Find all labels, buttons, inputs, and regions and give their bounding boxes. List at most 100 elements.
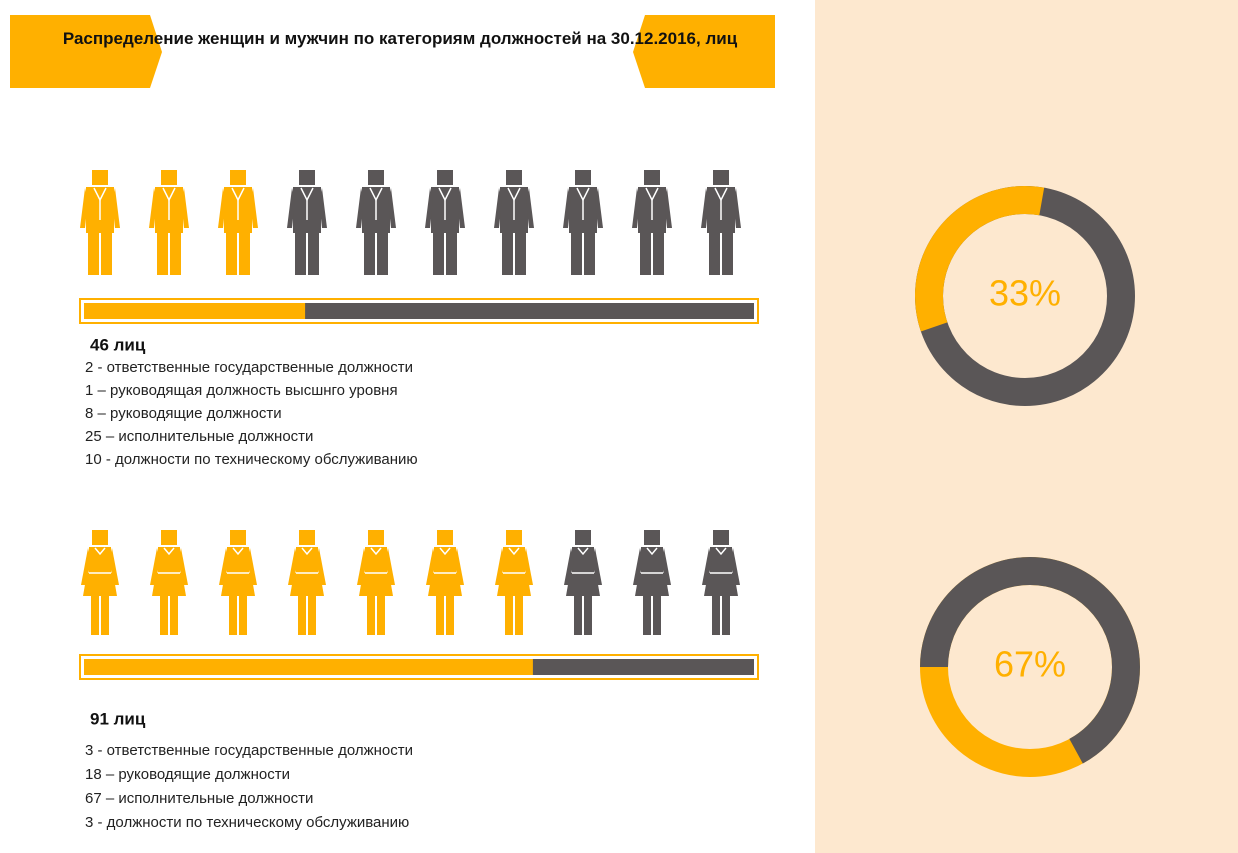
arm — [319, 188, 327, 228]
collar — [439, 547, 451, 556]
collar — [163, 547, 175, 556]
leg — [239, 233, 250, 275]
figure — [425, 170, 465, 275]
leg — [433, 233, 444, 275]
leg — [584, 233, 595, 275]
figure — [495, 530, 533, 635]
leg — [722, 233, 733, 275]
skirt — [359, 573, 393, 596]
category-line: 67 – исполнительные должности — [85, 790, 313, 807]
leg — [229, 596, 237, 635]
leg — [101, 596, 109, 635]
head — [299, 170, 315, 185]
figure — [150, 530, 188, 635]
arm — [218, 188, 226, 228]
head — [230, 170, 246, 185]
head — [575, 170, 591, 185]
arm — [316, 548, 326, 585]
category-line: 18 – руководящие должности — [85, 766, 290, 783]
leg — [640, 233, 651, 275]
leg — [170, 233, 181, 275]
leg — [226, 233, 237, 275]
figure — [564, 530, 602, 635]
figure — [357, 530, 395, 635]
torso — [296, 547, 318, 573]
arm — [388, 188, 396, 228]
figure — [218, 170, 258, 275]
arm — [632, 188, 640, 228]
arm — [112, 188, 120, 228]
arm — [356, 188, 364, 228]
arm — [80, 188, 88, 228]
skirt — [566, 573, 600, 596]
figure — [633, 530, 671, 635]
category-line: 3 - ответственные государственные должно… — [85, 742, 413, 759]
leg — [584, 596, 592, 635]
leg — [502, 233, 513, 275]
collar — [715, 547, 727, 556]
leg — [308, 233, 319, 275]
leg — [170, 596, 178, 635]
leg — [643, 596, 651, 635]
arm — [702, 548, 712, 585]
bar-fill — [84, 659, 533, 675]
skirt — [152, 573, 186, 596]
leg — [298, 596, 306, 635]
arm — [385, 548, 395, 585]
leg — [722, 596, 730, 635]
arm — [181, 188, 189, 228]
skirt — [221, 573, 255, 596]
leg — [515, 596, 523, 635]
arm — [595, 188, 603, 228]
head — [92, 530, 108, 545]
arm — [733, 188, 741, 228]
leg — [157, 233, 168, 275]
leg — [91, 596, 99, 635]
arm — [701, 188, 709, 228]
leg — [364, 233, 375, 275]
torso — [710, 547, 732, 573]
donut-label: 33% — [989, 273, 1061, 314]
figure — [287, 170, 327, 275]
skirt — [635, 573, 669, 596]
arm — [495, 548, 505, 585]
head — [161, 170, 177, 185]
collar — [94, 547, 106, 556]
head — [161, 530, 177, 545]
skirt — [497, 573, 531, 596]
figure — [701, 170, 741, 275]
collar — [232, 547, 244, 556]
arm — [633, 548, 643, 585]
bar-frame — [79, 298, 759, 324]
total-label: 46 лиц — [90, 335, 146, 354]
arm — [149, 188, 157, 228]
figure — [632, 170, 672, 275]
leg — [88, 233, 99, 275]
leg — [446, 596, 454, 635]
arm — [109, 548, 119, 585]
leg — [239, 596, 247, 635]
arm — [592, 548, 602, 585]
arm — [494, 188, 502, 228]
skirt — [428, 573, 462, 596]
arm — [664, 188, 672, 228]
arm — [457, 188, 465, 228]
arm — [357, 548, 367, 585]
head — [506, 530, 522, 545]
collar — [508, 547, 520, 556]
category-line: 8 – руководящие должности — [85, 405, 282, 422]
leg — [712, 596, 720, 635]
arm — [526, 188, 534, 228]
arm — [81, 548, 91, 585]
figure — [288, 530, 326, 635]
head — [713, 170, 729, 185]
torso — [89, 547, 111, 573]
arm — [288, 548, 298, 585]
arm — [150, 548, 160, 585]
arm — [250, 188, 258, 228]
arm — [178, 548, 188, 585]
arm — [730, 548, 740, 585]
torso — [434, 547, 456, 573]
arm — [426, 548, 436, 585]
